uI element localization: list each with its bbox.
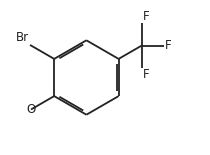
Text: F: F: [143, 69, 149, 81]
Text: F: F: [143, 10, 149, 23]
Text: F: F: [165, 39, 172, 52]
Text: Br: Br: [16, 31, 29, 44]
Text: O: O: [26, 103, 36, 116]
